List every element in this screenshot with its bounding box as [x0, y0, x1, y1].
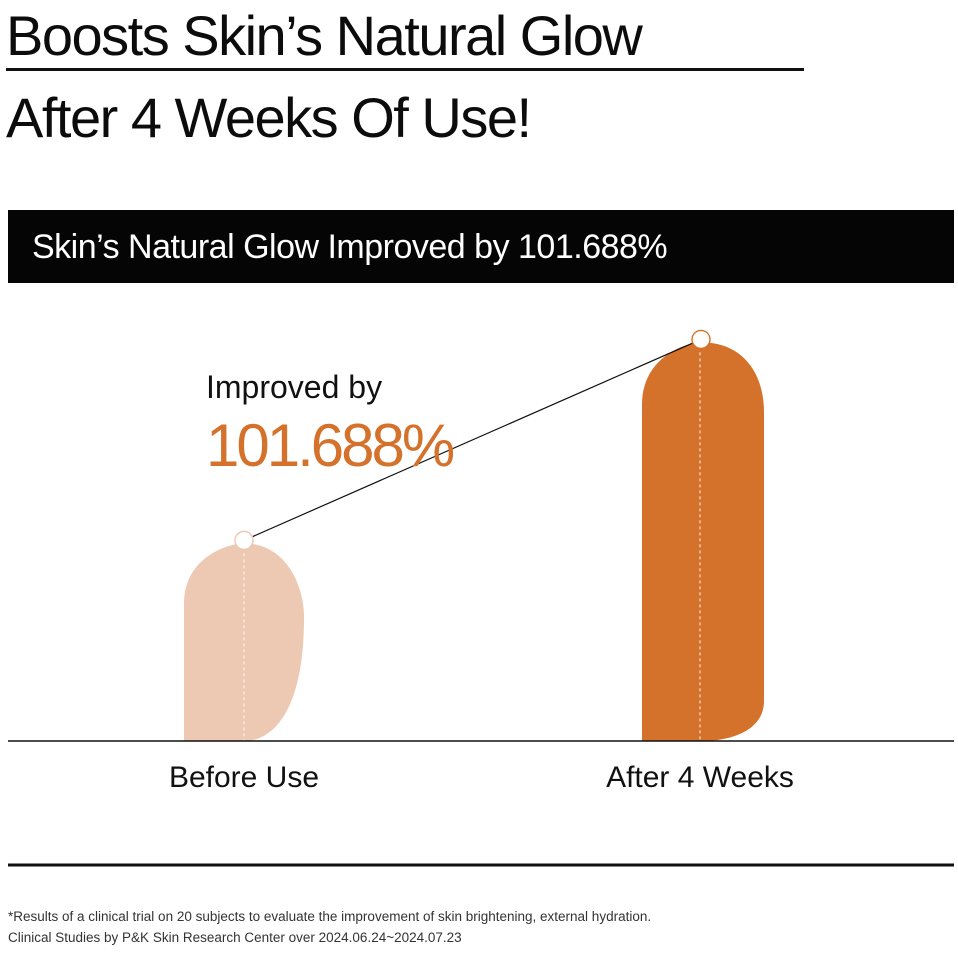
- data-point-before-use: [234, 530, 254, 551]
- bar-before-use: [184, 543, 304, 741]
- improvement-annotation-value: 101.688%: [206, 412, 454, 479]
- footnote-study-source: Clinical Studies by P&K Skin Research Ce…: [8, 930, 462, 945]
- headline-line-1: Boosts Skin’s Natural Glow: [6, 4, 643, 67]
- improvement-annotation-label: Improved by: [206, 369, 382, 405]
- result-banner: Skin’s Natural Glow Improved by 101.688%: [8, 210, 954, 283]
- bar-after-4-weeks: [642, 342, 764, 741]
- result-banner-text: Skin’s Natural Glow Improved by 101.688%: [32, 228, 668, 266]
- headline-line-2: After 4 Weeks Of Use!: [6, 86, 532, 149]
- glow-bar-chart: Improved by 101.688% Before Use After 4 …: [8, 329, 954, 867]
- category-label-after-4-weeks: After 4 Weeks: [606, 761, 794, 794]
- headline-underline: [6, 68, 804, 71]
- category-label-before-use: Before Use: [169, 761, 319, 794]
- improvement-connector-line: [243, 338, 702, 541]
- data-point-after-4-weeks: [691, 329, 711, 350]
- footnote-trial-details: *Results of a clinical trial on 20 subje…: [8, 909, 652, 924]
